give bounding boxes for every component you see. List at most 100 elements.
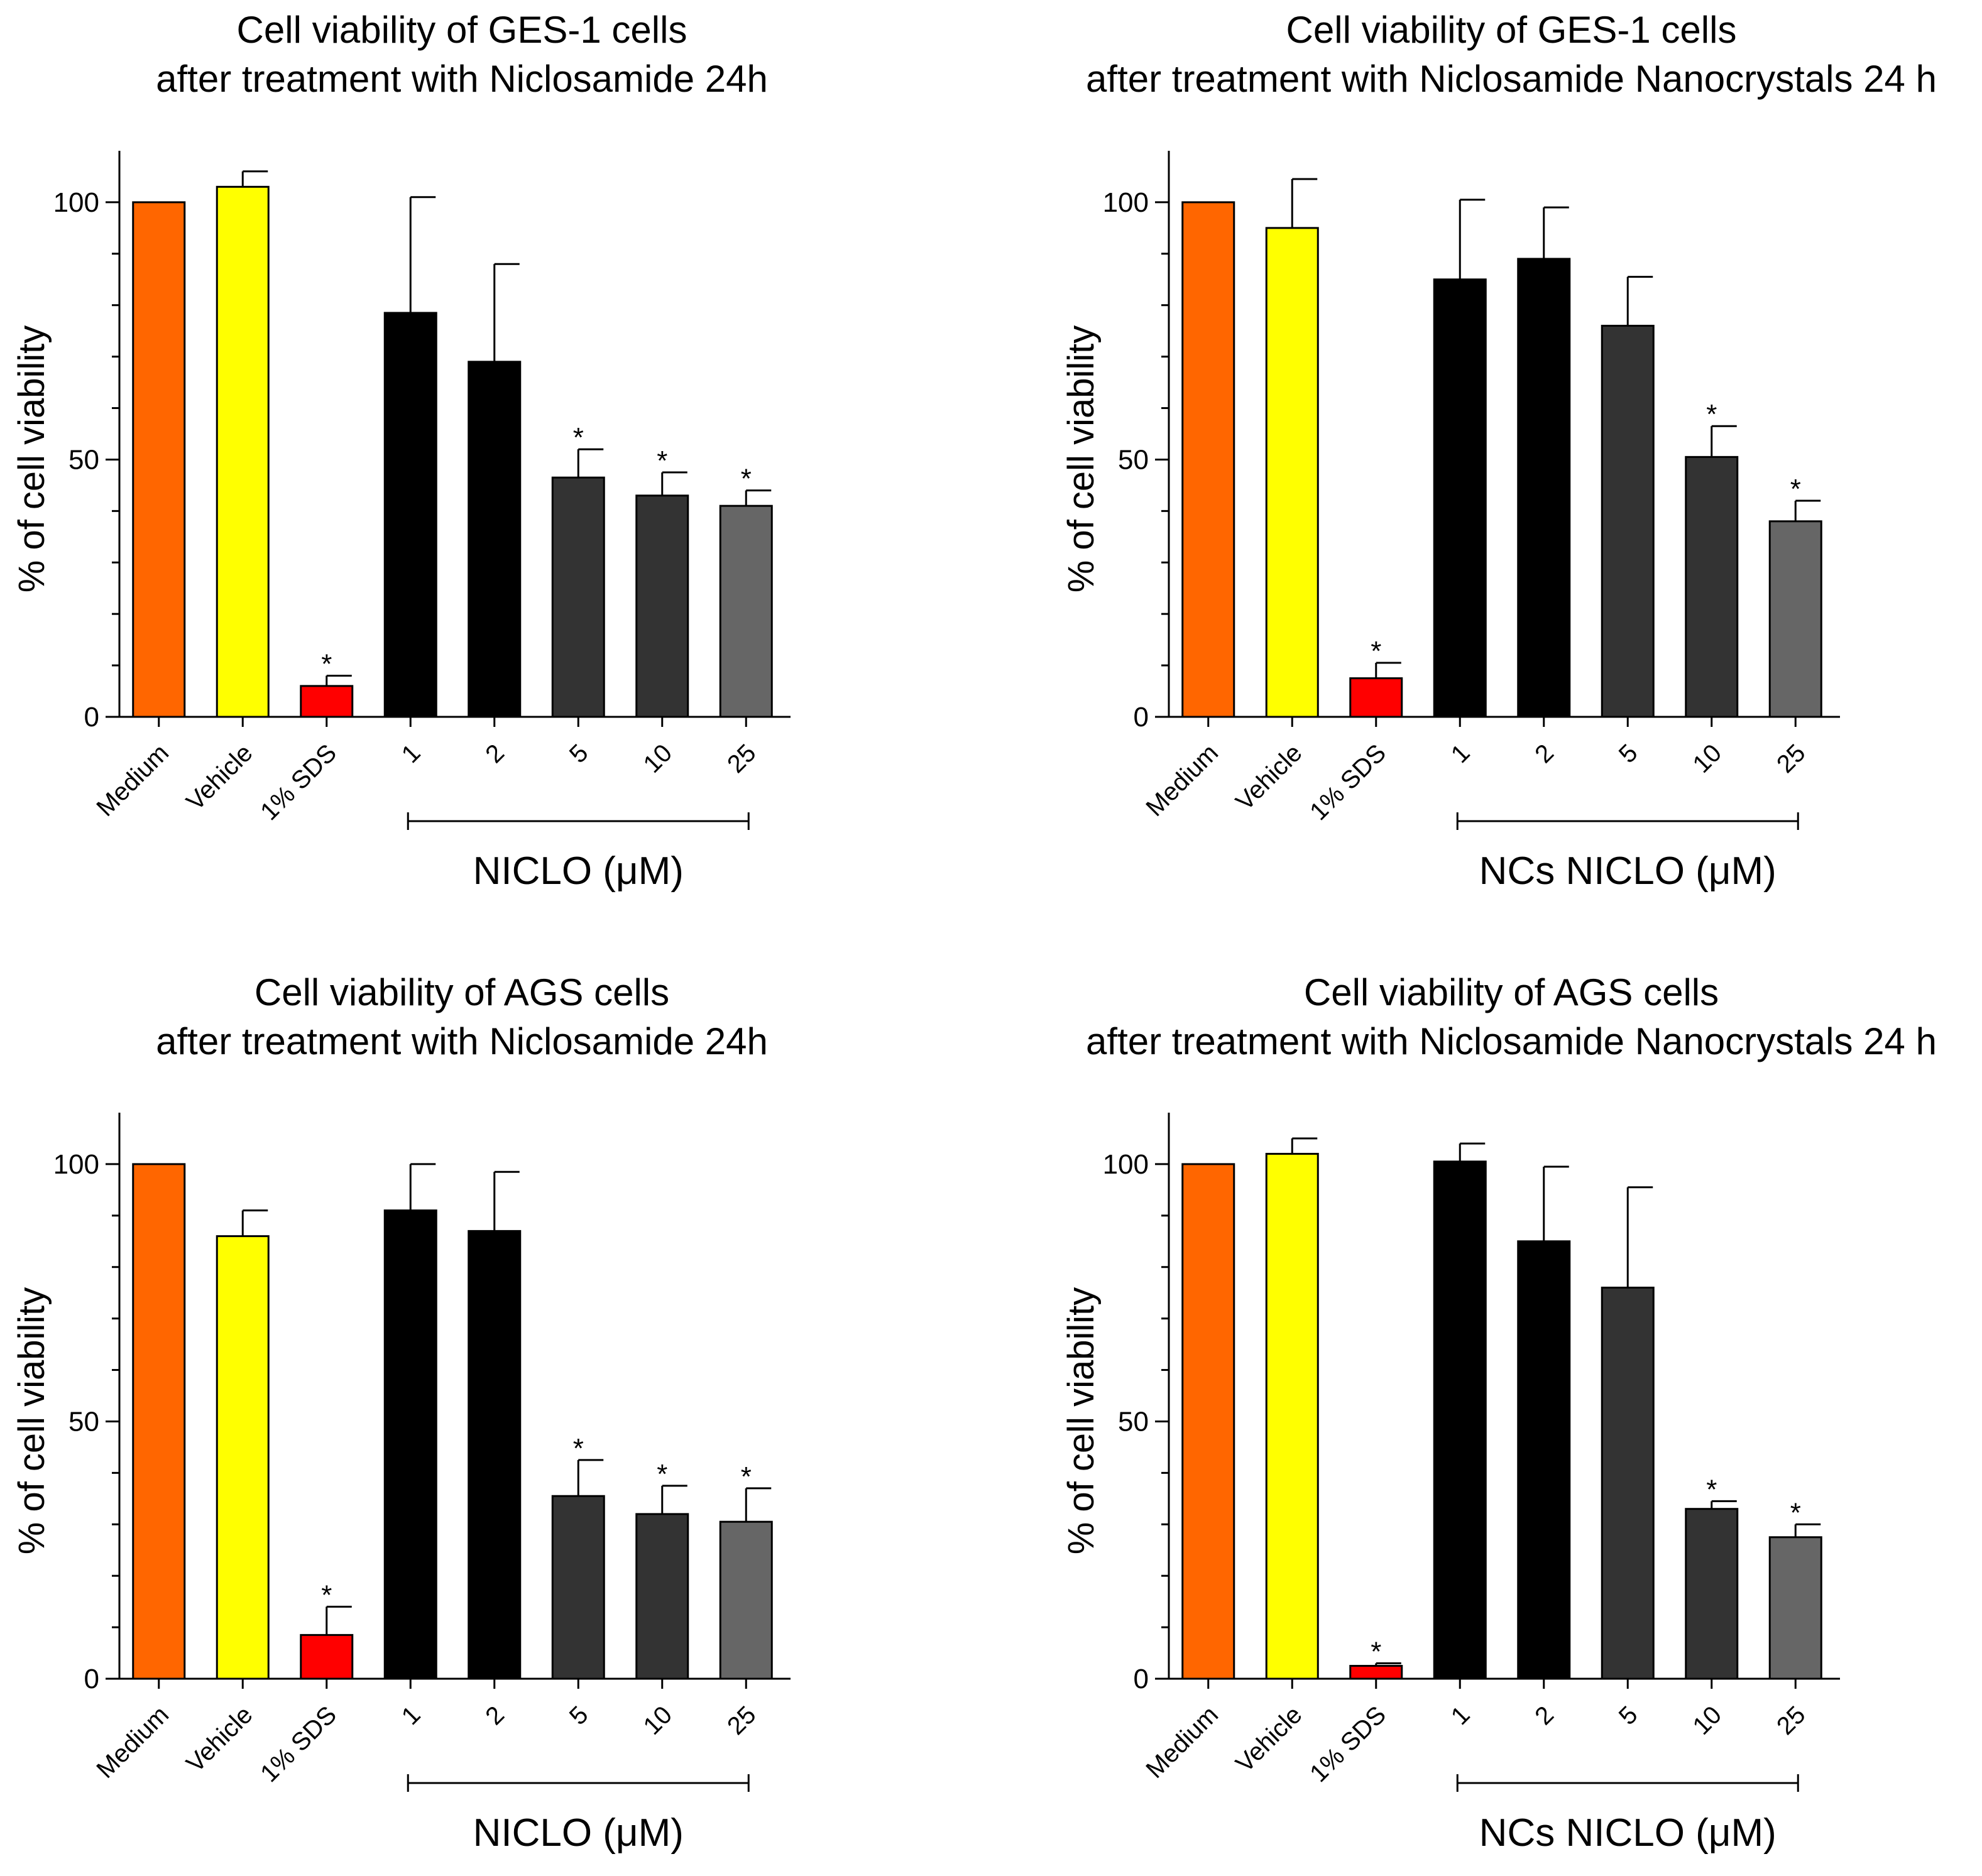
category-label-7: 25 bbox=[722, 1701, 762, 1740]
significance-star-2: * bbox=[321, 1579, 332, 1610]
category-label-4: 2 bbox=[1530, 1701, 1559, 1730]
bracket-label: NICLO (μM) bbox=[473, 1811, 684, 1855]
bar-0 bbox=[1181, 201, 1235, 718]
category-label-2: 1% SDS bbox=[1305, 739, 1391, 826]
bracket-label: NCs NICLO (μM) bbox=[1479, 1811, 1777, 1855]
significance-star-5: * bbox=[573, 1433, 584, 1464]
category-label-5: 5 bbox=[564, 1701, 594, 1730]
significance-star-2: * bbox=[1371, 636, 1381, 667]
category-label-7: 25 bbox=[1771, 1701, 1811, 1740]
bar-6 bbox=[635, 1513, 689, 1680]
significance-star-6: * bbox=[1706, 1474, 1717, 1505]
category-label-7: 25 bbox=[722, 739, 762, 778]
y-tick-label: 50 bbox=[68, 444, 99, 475]
category-label-0: Medium bbox=[1141, 739, 1224, 822]
category-label-5: 5 bbox=[564, 739, 594, 768]
chart-title-line1: Cell viability of GES-1 cells bbox=[1286, 9, 1737, 51]
bar-7 bbox=[719, 504, 773, 718]
bar-6 bbox=[1685, 1508, 1739, 1680]
chart-title-line1: Cell viability of GES-1 cells bbox=[237, 9, 687, 51]
bar-4 bbox=[468, 1230, 522, 1680]
significance-star-7: * bbox=[741, 1461, 752, 1492]
bar-2 bbox=[1349, 1665, 1403, 1680]
significance-star-2: * bbox=[1371, 1636, 1381, 1667]
category-label-2: 1% SDS bbox=[255, 739, 342, 826]
significance-star-2: * bbox=[321, 648, 332, 679]
y-axis-label: % of cell viability bbox=[1061, 325, 1102, 592]
category-label-7: 25 bbox=[1771, 739, 1811, 778]
category-label-3: 1 bbox=[1446, 1701, 1476, 1730]
category-label-2: 1% SDS bbox=[1305, 1701, 1391, 1787]
bar-2 bbox=[300, 1633, 354, 1680]
bar-0 bbox=[132, 201, 186, 718]
chart-ags-niclosamide: Cell viability of AGS cells after treatme… bbox=[11, 971, 791, 1855]
category-label-1: Vehicle bbox=[181, 739, 258, 815]
bracket-label: NICLO (μM) bbox=[473, 849, 684, 893]
bar-2 bbox=[1349, 677, 1403, 718]
bar-7 bbox=[1768, 520, 1822, 718]
y-axis-label: % of cell viability bbox=[11, 325, 52, 592]
category-label-1: Vehicle bbox=[1230, 1701, 1307, 1777]
category-label-0: Medium bbox=[91, 739, 174, 822]
bar-1 bbox=[216, 1235, 270, 1680]
bar-7 bbox=[719, 1520, 773, 1680]
bar-3 bbox=[1433, 278, 1487, 718]
y-axis-label: % of cell viability bbox=[11, 1287, 52, 1554]
significance-star-6: * bbox=[657, 1459, 667, 1490]
category-label-0: Medium bbox=[1141, 1701, 1224, 1784]
chart-ges1-nanocrystals: Cell viability of GES-1 cells after treat… bbox=[1061, 9, 1937, 893]
y-tick-label: 50 bbox=[1118, 444, 1149, 475]
bar-7 bbox=[1768, 1536, 1822, 1680]
bar-3 bbox=[383, 312, 437, 718]
significance-star-5: * bbox=[573, 422, 584, 453]
bar-6 bbox=[635, 494, 689, 718]
y-axis-label: % of cell viability bbox=[1061, 1287, 1102, 1554]
chart-ags-nanocrystals: Cell viability of AGS cells after treatme… bbox=[1061, 971, 1937, 1855]
category-label-5: 5 bbox=[1614, 739, 1643, 768]
bar-0 bbox=[1181, 1163, 1235, 1680]
y-tick-label: 100 bbox=[53, 1149, 99, 1180]
category-label-5: 5 bbox=[1614, 1701, 1643, 1730]
bar-5 bbox=[1601, 324, 1655, 718]
y-tick-label: 0 bbox=[84, 1664, 99, 1694]
y-tick-label: 0 bbox=[1134, 1664, 1149, 1694]
bar-1 bbox=[1265, 1153, 1319, 1680]
chart-title-line2: after treatment with Niclosamide Nanocry… bbox=[1086, 58, 1937, 100]
bar-6 bbox=[1685, 455, 1739, 718]
significance-star-6: * bbox=[1706, 399, 1717, 430]
significance-star-7: * bbox=[1790, 1497, 1801, 1528]
chart-title-line1: Cell viability of AGS cells bbox=[1304, 971, 1719, 1013]
category-label-6: 10 bbox=[638, 1701, 678, 1740]
category-label-4: 2 bbox=[480, 739, 510, 768]
y-tick-label: 50 bbox=[68, 1406, 99, 1437]
category-label-6: 10 bbox=[1688, 1701, 1727, 1740]
bar-1 bbox=[1265, 227, 1319, 718]
y-tick-label: 0 bbox=[84, 702, 99, 733]
bar-5 bbox=[1601, 1286, 1655, 1680]
bar-3 bbox=[1433, 1160, 1487, 1680]
y-tick-label: 100 bbox=[1103, 1149, 1149, 1180]
category-label-0: Medium bbox=[91, 1701, 174, 1784]
bar-5 bbox=[551, 476, 605, 718]
chart-title-line2: after treatment with Niclosamide Nanocry… bbox=[1086, 1020, 1937, 1062]
significance-star-7: * bbox=[1790, 474, 1801, 504]
bar-3 bbox=[383, 1209, 437, 1680]
category-label-3: 1 bbox=[1446, 739, 1476, 768]
category-label-3: 1 bbox=[397, 1701, 426, 1730]
category-label-2: 1% SDS bbox=[255, 1701, 342, 1787]
bar-1 bbox=[216, 185, 270, 718]
y-tick-label: 100 bbox=[1103, 187, 1149, 218]
chart-title-line2: after treatment with Niclosamide 24h bbox=[156, 58, 768, 100]
category-label-6: 10 bbox=[1688, 739, 1727, 778]
y-tick-label: 0 bbox=[1134, 702, 1149, 733]
significance-star-6: * bbox=[657, 445, 667, 476]
category-label-1: Vehicle bbox=[1230, 739, 1307, 815]
bracket-label: NCs NICLO (μM) bbox=[1479, 849, 1777, 893]
bar-0 bbox=[132, 1163, 186, 1680]
bar-4 bbox=[1517, 258, 1571, 718]
bar-4 bbox=[1517, 1240, 1571, 1680]
chart-ges1-niclosamide: Cell viability of GES-1 cells after treat… bbox=[11, 9, 791, 893]
y-tick-label: 100 bbox=[53, 187, 99, 218]
category-label-4: 2 bbox=[1530, 739, 1559, 768]
